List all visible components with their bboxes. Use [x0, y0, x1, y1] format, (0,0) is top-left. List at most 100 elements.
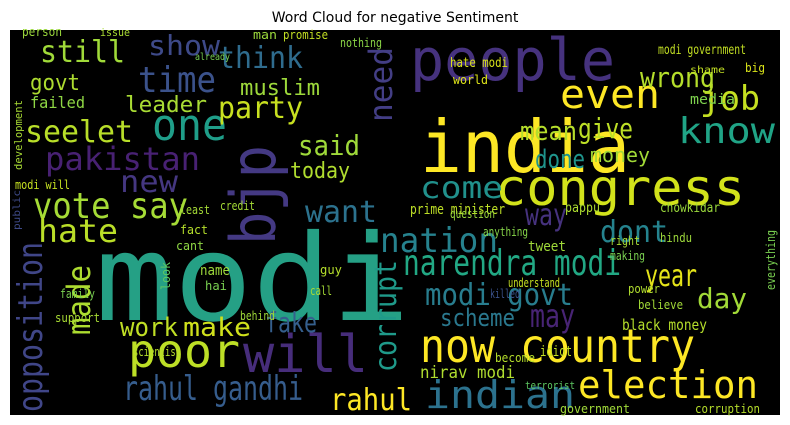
- word: hate modi: [450, 56, 508, 71]
- word: indian: [425, 373, 575, 417]
- word: issue: [100, 26, 130, 39]
- word: make: [183, 313, 251, 343]
- word: failed: [30, 93, 85, 112]
- word: nation: [380, 221, 498, 261]
- word: hate: [38, 212, 118, 250]
- word: election: [578, 363, 758, 407]
- word: already: [195, 52, 230, 63]
- word: know: [678, 111, 775, 152]
- word: narendra modi: [403, 243, 621, 284]
- word: prime minister: [410, 202, 505, 218]
- word: everything: [764, 230, 778, 290]
- word: become: [495, 351, 535, 365]
- word: question: [450, 207, 495, 221]
- word: job: [700, 79, 760, 119]
- word: said: [298, 129, 360, 162]
- word: think: [218, 41, 303, 76]
- word: scheme: [440, 304, 515, 332]
- word: pakistan: [45, 140, 200, 178]
- word: scientist: [133, 345, 181, 359]
- word: power: [628, 282, 660, 296]
- word: show: [148, 29, 220, 62]
- word: least: [180, 203, 210, 217]
- word: need: [362, 47, 400, 122]
- word: tweet: [528, 239, 566, 255]
- word: cant: [176, 239, 204, 253]
- chart-title: Word Cloud for negative Sentiment: [272, 10, 519, 26]
- word: anything: [483, 225, 528, 239]
- word: terrorist: [525, 379, 575, 392]
- word: poor: [128, 324, 240, 378]
- word: black money: [622, 316, 707, 334]
- word: idiot: [540, 344, 572, 360]
- word: party: [218, 91, 303, 126]
- word: now country: [420, 319, 695, 373]
- word: nothing: [340, 36, 382, 50]
- word: big: [745, 61, 765, 75]
- word: even: [560, 72, 660, 118]
- word: public: [12, 190, 23, 230]
- word: want: [305, 195, 377, 230]
- word: nirav modi: [420, 363, 515, 383]
- word: person: [22, 25, 62, 39]
- word: modi will: [15, 178, 70, 192]
- word: believe: [638, 298, 683, 312]
- word: dont: [600, 215, 668, 250]
- word: mean: [520, 117, 577, 147]
- word: government: [560, 402, 630, 416]
- word: made: [60, 265, 98, 335]
- word: fact: [180, 223, 208, 237]
- word: corruption: [695, 402, 760, 416]
- word: will: [243, 325, 368, 385]
- word: come: [420, 171, 503, 206]
- word: chowkidar: [660, 201, 720, 216]
- word: world: [453, 73, 488, 87]
- word: promise: [283, 28, 328, 42]
- word: bjp: [217, 145, 290, 245]
- word: modi: [95, 210, 410, 349]
- word: credit: [220, 199, 255, 213]
- word: understand: [508, 276, 560, 290]
- word: year: [645, 259, 697, 294]
- word: killed: [490, 287, 520, 301]
- word: congress: [495, 159, 745, 217]
- word: hai: [205, 279, 227, 293]
- word: development: [12, 100, 25, 170]
- word: still: [40, 35, 125, 70]
- word: call: [310, 284, 332, 298]
- word: opposition: [11, 242, 51, 412]
- word: govt: [30, 71, 80, 96]
- word: behind: [240, 309, 275, 323]
- word: money: [590, 143, 650, 167]
- word: give: [578, 112, 633, 145]
- word: way: [525, 198, 567, 233]
- word: shame: [690, 65, 725, 76]
- word: may: [530, 297, 575, 335]
- word: india: [420, 105, 630, 189]
- word: leader: [125, 93, 207, 118]
- word: done: [535, 145, 585, 175]
- word: support: [55, 311, 100, 325]
- word: people: [410, 26, 615, 94]
- word: right: [610, 234, 640, 248]
- word: man: [253, 28, 277, 42]
- word: corrupt: [369, 260, 404, 372]
- word: hindu: [660, 231, 692, 245]
- word: modi govt: [425, 278, 573, 313]
- word: media: [690, 92, 735, 108]
- word: pappu: [565, 201, 600, 216]
- word: seelet: [25, 115, 133, 150]
- word: making: [610, 249, 645, 263]
- word: guy: [320, 263, 342, 277]
- word: vote say: [33, 186, 188, 227]
- word: modi government: [658, 43, 746, 58]
- cloud-background: [10, 30, 780, 415]
- word: muslim: [240, 76, 320, 101]
- word: work: [120, 313, 178, 343]
- word: name: [200, 263, 230, 279]
- word: one: [152, 100, 227, 151]
- word: rahul: [330, 383, 412, 418]
- word: fake: [265, 306, 317, 339]
